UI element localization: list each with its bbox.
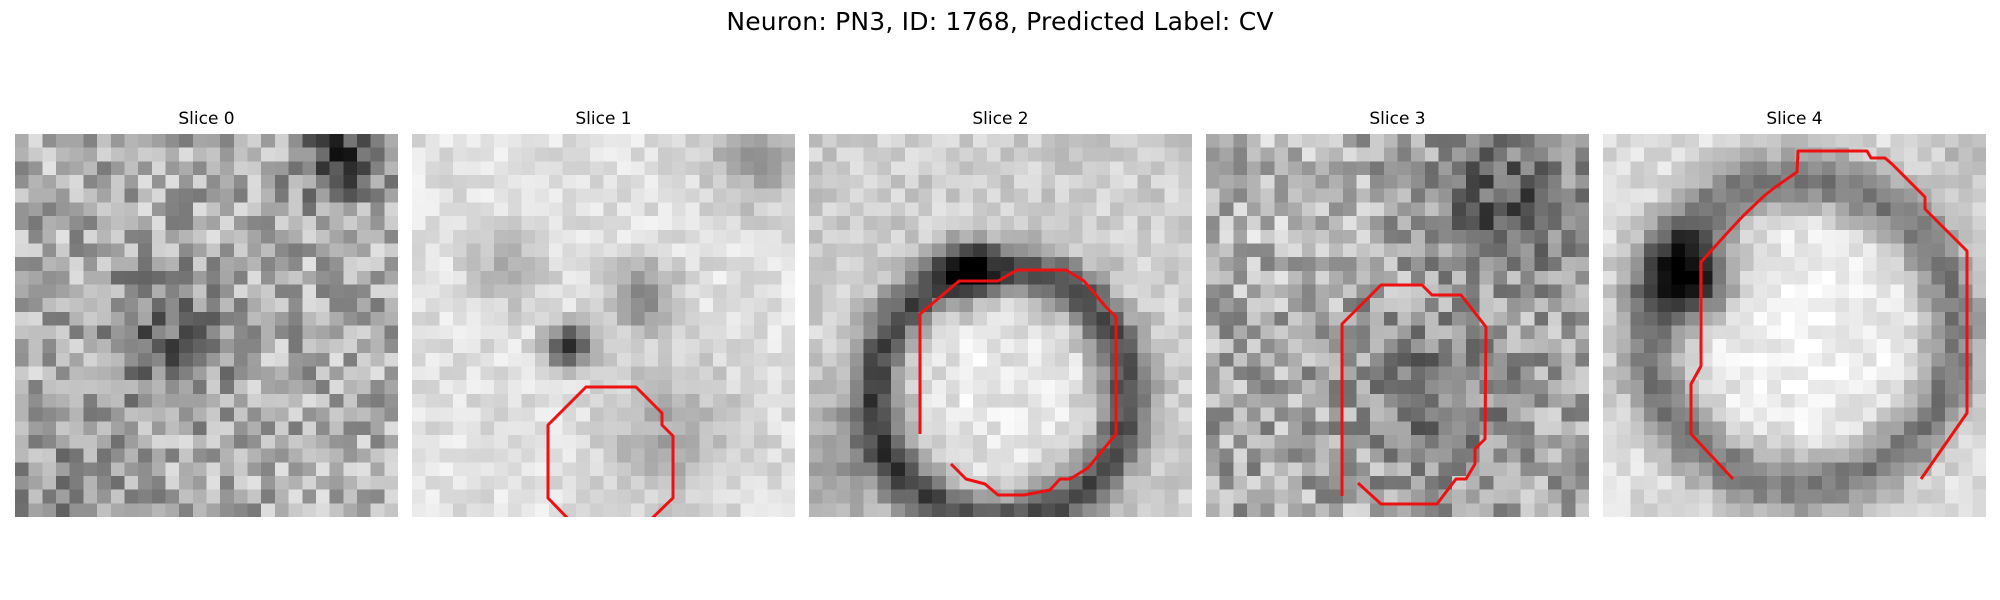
slice-panels: Slice 0 Slice 1 Slice 2 Slice 3 Slice 4 <box>0 108 2000 528</box>
slice-image-0 <box>15 134 398 517</box>
figure-title: Neuron: PN3, ID: 1768, Predicted Label: … <box>0 6 2000 38</box>
slice-title-3: Slice 3 <box>1206 108 1589 130</box>
slice-panel-1: Slice 1 <box>412 108 795 518</box>
slice-title-2: Slice 2 <box>809 108 1192 130</box>
slice-panel-2: Slice 2 <box>809 108 1192 518</box>
slice-image-4 <box>1603 134 1986 517</box>
slice-image-3 <box>1206 134 1589 517</box>
slice-title-0: Slice 0 <box>15 108 398 130</box>
slice-image-2 <box>809 134 1192 517</box>
slice-image-1 <box>412 134 795 517</box>
slice-title-1: Slice 1 <box>412 108 795 130</box>
slice-panel-4: Slice 4 <box>1603 108 1986 518</box>
slice-panel-0: Slice 0 <box>15 108 398 518</box>
slice-panel-3: Slice 3 <box>1206 108 1589 518</box>
slice-title-4: Slice 4 <box>1603 108 1986 130</box>
